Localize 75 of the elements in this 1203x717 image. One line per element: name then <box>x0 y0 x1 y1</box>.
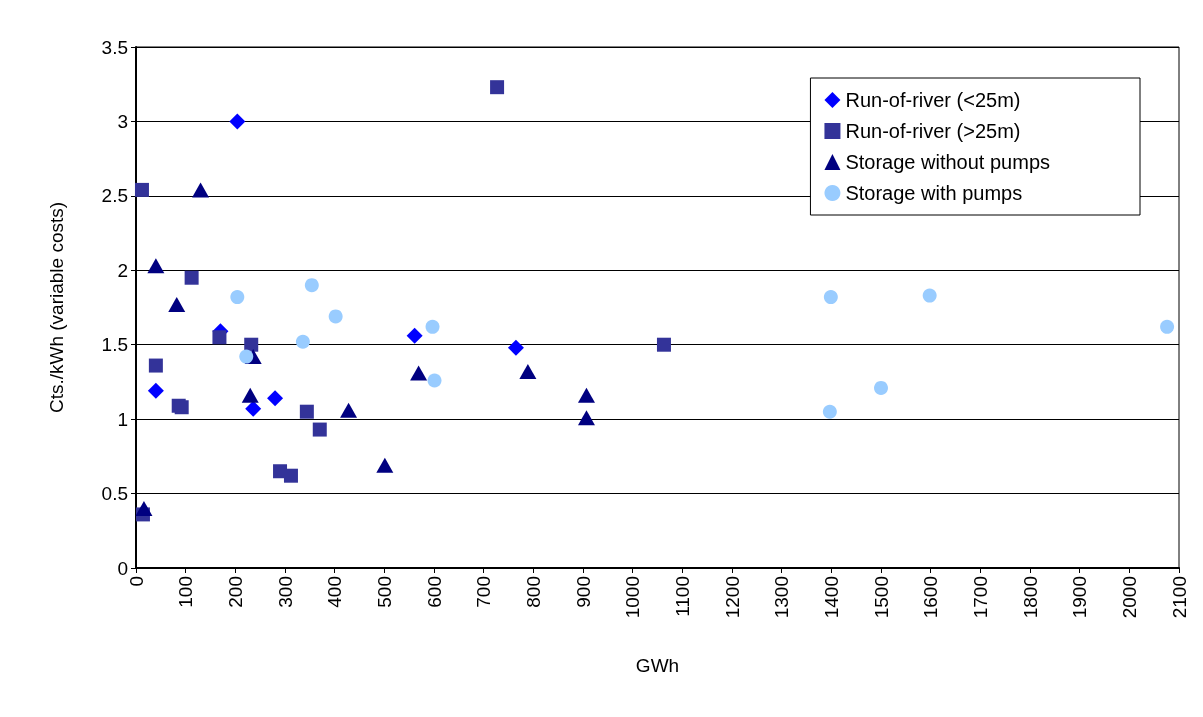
x-tick-label: 1800 <box>1019 576 1041 619</box>
point <box>823 290 838 305</box>
point <box>241 387 259 403</box>
legend-label: Run-of-river (>25m) <box>845 120 1021 142</box>
point <box>147 258 165 274</box>
x-tick-label: 1100 <box>671 576 693 617</box>
legend-label: Storage with pumps <box>845 182 1023 204</box>
legend-label: Run-of-river (<25m) <box>845 89 1021 111</box>
legend-label: Storage without pumps <box>845 151 1050 173</box>
point <box>184 270 199 285</box>
x-tick-label: 600 <box>423 576 445 608</box>
x-tick-label: 300 <box>274 576 296 608</box>
x-tick-label: 2000 <box>1118 576 1140 619</box>
y-tick-label: 3.5 <box>101 36 128 58</box>
point <box>212 330 227 345</box>
x-tick-label: 400 <box>324 576 346 608</box>
point <box>376 457 394 473</box>
point <box>406 327 423 344</box>
point <box>304 278 319 293</box>
point <box>577 387 595 403</box>
x-tick-label: 700 <box>473 576 495 608</box>
point <box>1160 319 1175 334</box>
y-tick-label: 0 <box>117 557 128 579</box>
x-tick-label: 2100 <box>1168 576 1190 619</box>
x-axis-title: GWh <box>635 655 680 676</box>
x-tick-label: 100 <box>175 576 197 608</box>
y-tick-label: 2.5 <box>101 185 128 207</box>
point <box>410 365 428 381</box>
x-tick-label: 1500 <box>870 576 892 619</box>
y-tick-label: 3 <box>117 110 128 132</box>
x-tick-label: 1900 <box>1069 576 1091 619</box>
point <box>507 339 524 356</box>
y-tick-label: 1 <box>117 408 128 430</box>
x-tick-label: 500 <box>373 576 395 608</box>
point <box>244 337 259 352</box>
point <box>229 113 246 130</box>
y-tick-label: 2 <box>117 259 128 281</box>
point <box>328 309 343 324</box>
x-tick-label: 0 <box>125 576 147 587</box>
point <box>230 290 245 305</box>
point <box>822 404 837 419</box>
point <box>148 358 163 373</box>
point <box>425 319 440 334</box>
x-tick-label: 1200 <box>721 576 743 619</box>
x-tick-label: 1000 <box>622 576 644 619</box>
point <box>519 364 537 380</box>
point <box>312 422 327 437</box>
point <box>577 410 595 426</box>
point <box>147 382 164 399</box>
point <box>295 334 310 349</box>
y-axis-title: Cts./kWh (variable costs) <box>46 201 67 414</box>
x-tick-label: 1400 <box>820 576 842 619</box>
y-tick-label: 0.5 <box>101 483 128 505</box>
point <box>245 400 262 417</box>
y-tick-label: 1.5 <box>101 334 128 356</box>
point <box>340 402 358 418</box>
point <box>874 380 888 395</box>
point <box>134 182 149 197</box>
point <box>192 182 210 198</box>
x-tick-label: 200 <box>224 576 246 608</box>
point <box>267 390 284 407</box>
point <box>427 373 442 388</box>
x-tick-label: 1600 <box>920 576 942 619</box>
x-tick-label: 800 <box>522 576 544 608</box>
point <box>490 80 505 95</box>
point <box>135 500 153 516</box>
point <box>656 337 671 352</box>
point <box>922 288 937 303</box>
x-tick-label: 900 <box>572 576 594 608</box>
point <box>299 404 314 419</box>
point <box>283 468 298 483</box>
point <box>239 349 254 364</box>
x-tick-label: 1300 <box>771 576 793 619</box>
x-tick-label: 1700 <box>969 576 991 619</box>
point <box>168 297 186 313</box>
